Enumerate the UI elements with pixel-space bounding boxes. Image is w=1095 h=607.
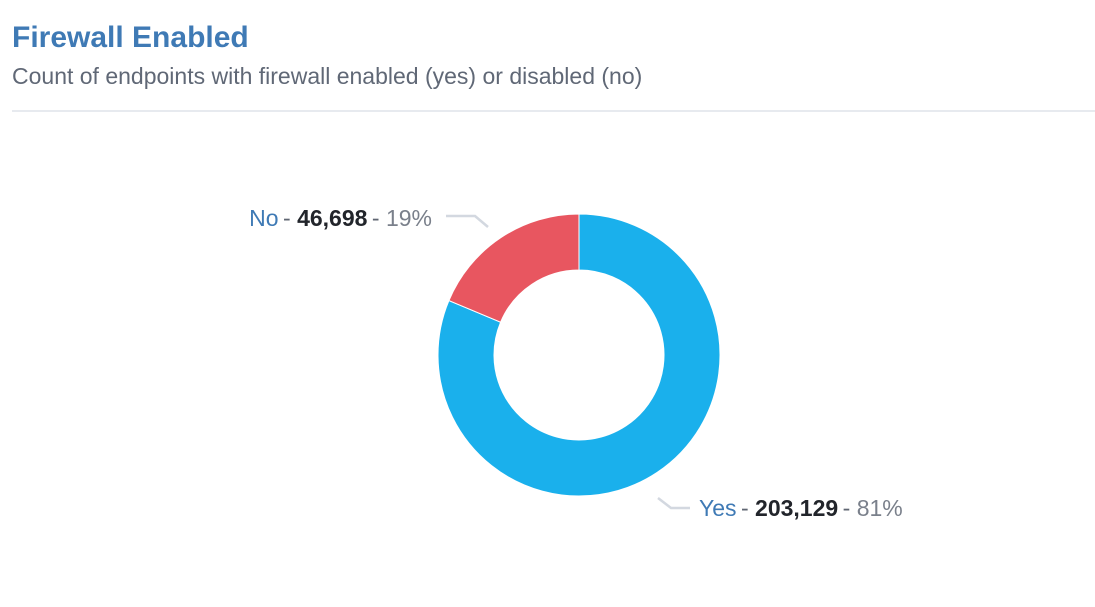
chart-title: Firewall Enabled bbox=[12, 21, 249, 54]
slice-label-yes-percent: 81% bbox=[857, 495, 903, 521]
slice-label-no-separator: - bbox=[283, 205, 297, 231]
slice-label-no-percent: 19% bbox=[386, 205, 432, 231]
slice-label-no-value: 46,698 bbox=[297, 205, 368, 231]
chart-subtitle: Count of endpoints with firewall enabled… bbox=[12, 63, 643, 89]
slice-label-no-separator-2: - bbox=[372, 205, 386, 231]
donut-slice-yes bbox=[437, 213, 721, 497]
label-connectors bbox=[446, 214, 690, 510]
header-divider bbox=[12, 110, 1095, 112]
donut-slices bbox=[437, 213, 721, 497]
slice-label-no-name: No bbox=[249, 205, 278, 231]
slice-label-yes-separator: - bbox=[741, 495, 755, 521]
label-connector-no bbox=[446, 214, 489, 228]
slice-label-yes-separator-2: - bbox=[843, 495, 857, 521]
slice-label-yes-name: Yes bbox=[699, 495, 737, 521]
label-connector-yes bbox=[657, 497, 690, 510]
slice-label-yes-value: 203,129 bbox=[755, 495, 838, 521]
slice-label-no: No - 46,698 - 19% bbox=[249, 205, 432, 231]
slice-label-yes: Yes - 203,129 - 81% bbox=[699, 495, 903, 521]
donut-slice-no bbox=[448, 213, 580, 323]
chart-header: Firewall Enabled Count of endpoints with… bbox=[12, 18, 1095, 94]
